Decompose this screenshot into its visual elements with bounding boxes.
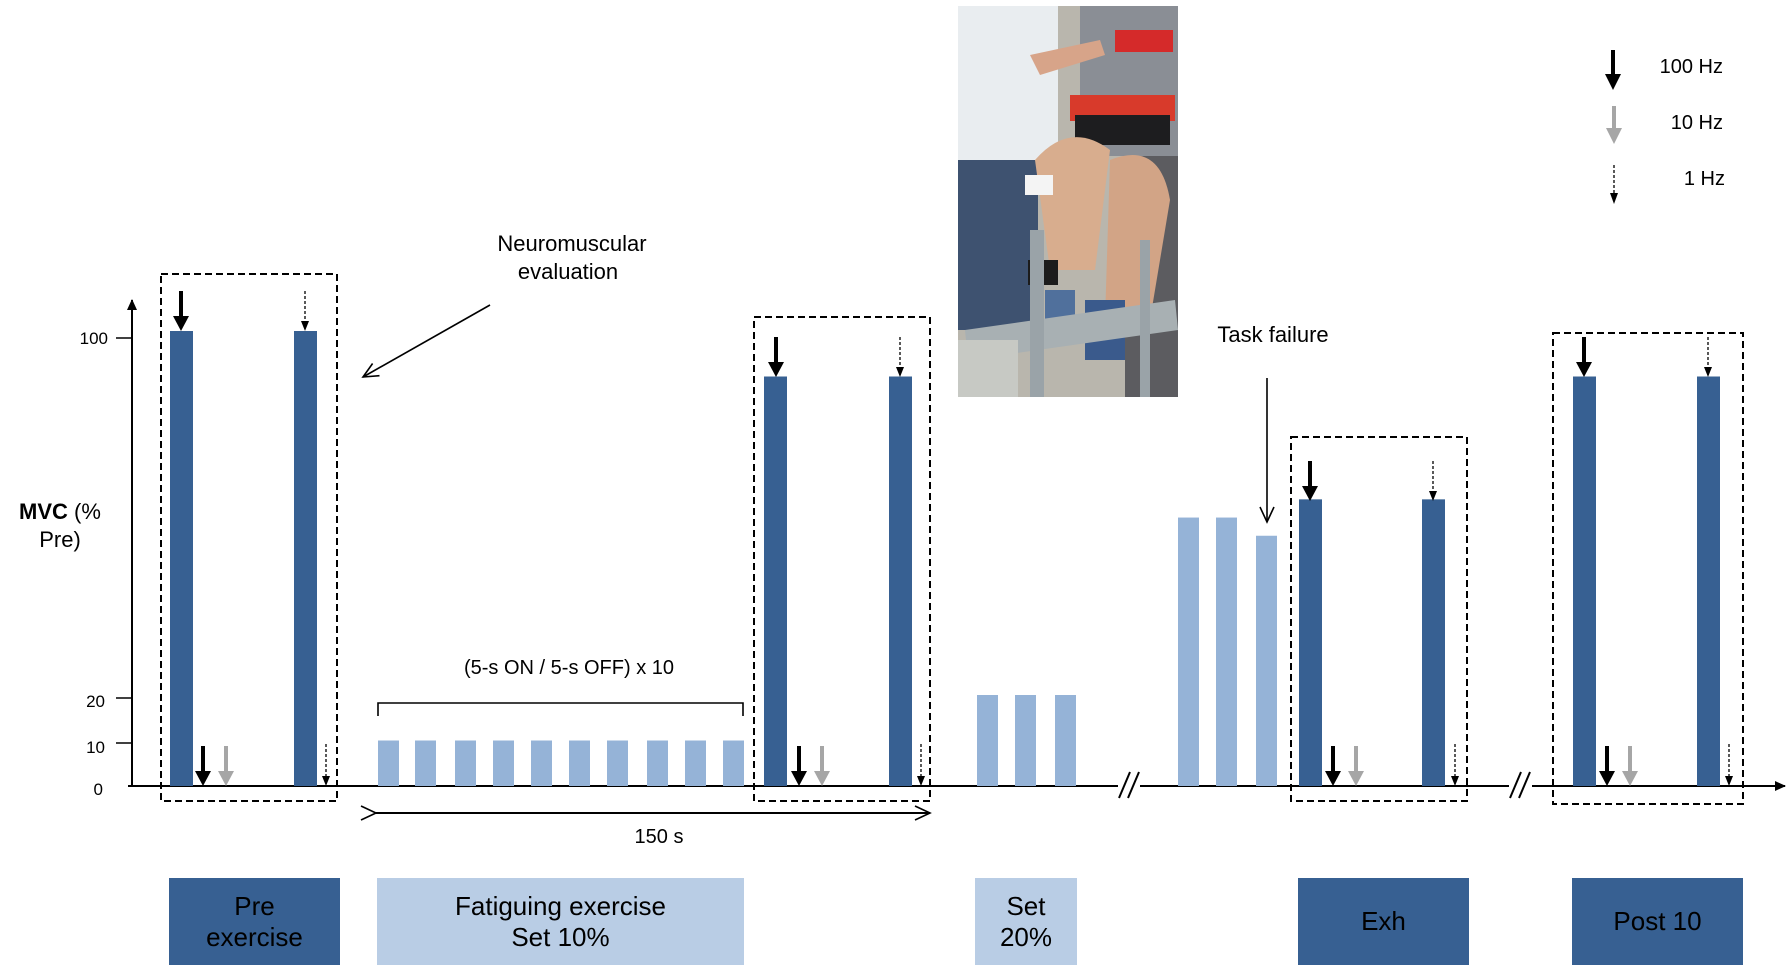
neuromuscular-pointer-arrow xyxy=(361,304,491,378)
legend: 100 Hz 10 Hz 1 Hz xyxy=(1605,50,1725,204)
set10-contraction-bar xyxy=(493,740,514,786)
axes: 100 20 10 0 MVC (% Pre) xyxy=(19,299,1786,799)
stim-100hz-arrow-icon xyxy=(173,291,189,331)
post10-mvc-bar xyxy=(1573,376,1596,786)
phase-pre-exercise: Pre exercise xyxy=(169,878,340,965)
post-fatigue-mvc-bar xyxy=(889,376,912,786)
evaluation-box-pre xyxy=(160,273,338,802)
resting-10hz-arrow-icon xyxy=(1348,746,1364,786)
task-failure-label: Task failure xyxy=(1217,322,1328,347)
set10-contraction-bar xyxy=(455,740,476,786)
y-tick-20: 20 xyxy=(86,692,105,711)
neuromuscular-label-line2: evaluation xyxy=(518,259,618,284)
phase-exh: Exh xyxy=(1298,878,1469,965)
resting-100hz-arrow-icon xyxy=(791,746,807,786)
y-tick-100: 100 xyxy=(80,329,108,348)
solid-grey-arrow-down-icon xyxy=(1606,106,1622,144)
duration-label: 150 s xyxy=(635,826,684,848)
stimulation-arrows-layer xyxy=(173,291,1733,786)
resting-1hz-arrow-icon xyxy=(1725,744,1733,786)
set10-contraction-bar xyxy=(685,740,706,786)
post10-mvc-bar xyxy=(1697,376,1720,786)
resting-1hz-arrow-icon xyxy=(322,744,330,786)
y-axis-title-bold: MVC xyxy=(19,499,68,524)
stim-1hz-arrow-icon xyxy=(896,337,904,377)
axis-break-2 xyxy=(1509,771,1531,799)
axis-break-1 xyxy=(1118,771,1140,799)
y-axis-title-line2: Pre) xyxy=(39,527,81,552)
knee-extension-setup-photo xyxy=(958,6,1178,397)
final-set-contraction-bar xyxy=(1178,517,1199,786)
set10-contraction-bar xyxy=(415,740,436,786)
exh-mvc-bar xyxy=(1422,499,1445,786)
exh-mvc-bar xyxy=(1299,499,1322,786)
set10-contraction-bar xyxy=(723,740,744,786)
y-tick-10: 10 xyxy=(86,738,105,757)
annotations: Neuromuscular evaluation (5-s ON / 5-s O… xyxy=(360,231,1329,848)
phase-set-20: Set 20% xyxy=(975,878,1077,965)
set20-contraction-bar xyxy=(977,695,998,786)
y-axis-title: MVC (% xyxy=(19,499,101,524)
resting-10hz-arrow-icon xyxy=(1622,746,1638,786)
resting-1hz-arrow-icon xyxy=(917,744,925,786)
dashed-black-arrow-down-icon xyxy=(1610,165,1618,204)
legend-label-1hz: 1 Hz xyxy=(1684,168,1725,190)
stim-1hz-arrow-icon xyxy=(1704,337,1712,377)
resting-1hz-arrow-icon xyxy=(1451,744,1459,786)
set10-contraction-bar xyxy=(378,740,399,786)
set10-contraction-bar xyxy=(607,740,628,786)
stim-100hz-arrow-icon xyxy=(1302,461,1318,501)
evaluation-boxes xyxy=(160,273,1744,805)
legend-label-100hz: 100 Hz xyxy=(1660,56,1723,78)
evaluation-box-post-fatigue xyxy=(753,316,931,802)
stim-100hz-arrow-icon xyxy=(768,337,784,377)
resting-100hz-arrow-icon xyxy=(1325,746,1341,786)
set20-contraction-bar xyxy=(1015,695,1036,786)
y-tick-0: 0 xyxy=(94,780,103,799)
set20-contraction-bar xyxy=(1055,695,1076,786)
phase-post-10: Post 10 xyxy=(1572,878,1743,965)
neuromuscular-label-line1: Neuromuscular xyxy=(497,231,646,256)
pre-mvc-bar xyxy=(170,331,193,786)
set10-contraction-bar xyxy=(647,740,668,786)
phase-fatiguing-exercise: Fatiguing exercise Set 10% xyxy=(377,878,744,965)
post-fatigue-mvc-bar xyxy=(764,376,787,786)
resting-100hz-arrow-icon xyxy=(1599,746,1615,786)
pre-mvc-bar xyxy=(294,331,317,786)
evaluation-box-exh xyxy=(1290,436,1468,802)
stim-1hz-arrow-icon xyxy=(1429,461,1437,501)
stim-1hz-arrow-icon xyxy=(301,291,309,331)
resting-10hz-arrow-icon xyxy=(814,746,830,786)
bars-layer xyxy=(170,331,1720,786)
protocol-label: (5-s ON / 5-s OFF) x 10 xyxy=(464,657,674,679)
resting-100hz-arrow-icon xyxy=(195,746,211,786)
set10-contraction-bar xyxy=(531,740,552,786)
evaluation-box-post10 xyxy=(1552,332,1744,805)
final-set-contraction-bar xyxy=(1256,535,1277,786)
solid-black-arrow-down-icon xyxy=(1605,50,1621,90)
final-set-contraction-bar xyxy=(1216,517,1237,786)
y-axis-title-rest: (% xyxy=(68,499,101,524)
legend-label-10hz: 10 Hz xyxy=(1671,112,1723,134)
resting-10hz-arrow-icon xyxy=(218,746,234,786)
set10-contraction-bar xyxy=(569,740,590,786)
stim-100hz-arrow-icon xyxy=(1576,337,1592,377)
protocol-bracket xyxy=(377,702,744,716)
